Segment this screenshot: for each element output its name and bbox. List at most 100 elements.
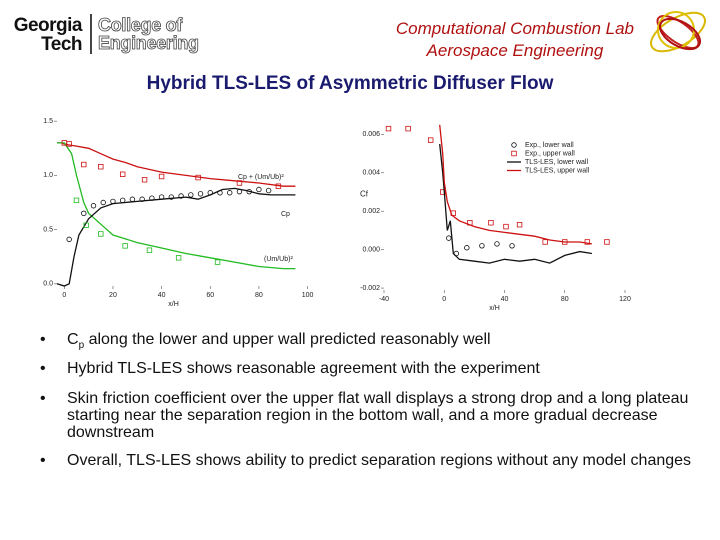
x-tick-label: 120 <box>619 296 631 303</box>
x-tick-label: 0 <box>442 296 446 303</box>
data-line <box>439 143 593 264</box>
data-point <box>90 203 97 209</box>
x-axis-label: x/H <box>168 301 179 308</box>
data-point <box>265 187 272 194</box>
college-logo: College of Engineering <box>98 15 200 53</box>
lab-name: Computational Combustion Lab <box>395 19 634 38</box>
data-line <box>56 187 296 287</box>
data-point <box>195 174 201 181</box>
logo-separator <box>90 14 92 54</box>
bullet-dot: • <box>40 331 46 348</box>
data-line <box>57 142 296 187</box>
data-point <box>516 221 523 228</box>
data-line <box>57 142 296 270</box>
x-tick-label: 80 <box>561 296 569 303</box>
data-point <box>158 194 165 200</box>
y-tick-label: 0.004 <box>362 170 380 177</box>
data-point <box>149 195 155 201</box>
x-tick-label: 0 <box>62 292 66 299</box>
data-point <box>178 193 184 199</box>
x-tick-label: -40 <box>379 296 389 303</box>
y-axis-label: Cf <box>360 190 369 199</box>
curve-label: Cp <box>281 211 290 218</box>
data-point <box>385 125 392 132</box>
x-tick-label: 100 <box>302 292 314 299</box>
college-text: Engineering <box>98 33 200 53</box>
data-point <box>207 190 213 196</box>
data-point <box>604 239 610 245</box>
data-point <box>188 192 194 198</box>
curve-label: (Um/Ub)² <box>264 256 293 263</box>
bullet-text: Overall, TLS-LES shows ability to predic… <box>67 452 707 469</box>
data-point <box>256 186 262 193</box>
x-tick-label: 20 <box>109 292 117 299</box>
charts: 0 20 40 60 80 100 0.0 0.5 1.0 1.5 x/H Cp + (Um/Ub)²… <box>43 118 631 310</box>
college-text: College of <box>98 15 183 35</box>
lab-logo <box>650 11 706 53</box>
data-point <box>110 198 116 205</box>
data-point <box>197 191 204 197</box>
data-point <box>405 125 411 132</box>
data-point <box>236 188 243 195</box>
data-point <box>83 222 89 228</box>
data-point <box>73 197 80 204</box>
y-tick-label: 1.5 <box>43 118 53 125</box>
legend-label: TLS-LES, upper wall <box>525 167 590 174</box>
data-point <box>81 161 87 168</box>
data-point <box>214 259 221 265</box>
logo-text: Tech <box>41 34 82 55</box>
legend-label: TLS-LES, lower wall <box>525 159 588 166</box>
data-point <box>542 239 548 245</box>
data-point <box>509 243 515 249</box>
data-point <box>158 173 165 180</box>
data-point <box>168 194 175 200</box>
data-point <box>129 196 136 202</box>
y-tick-label: 0.002 <box>362 208 380 215</box>
y-tick-label: 0.006 <box>362 131 380 138</box>
x-tick-label: 60 <box>206 292 214 299</box>
slide-title: Hybrid TLS-LES of Asymmetric Diffuser Fl… <box>146 73 554 94</box>
text: Hybrid TLS-LES shows reasonable agreemen… <box>67 360 540 377</box>
bullet-text: Hybrid TLS-LES shows reasonable agreemen… <box>67 360 707 377</box>
legend-swatch <box>511 150 517 157</box>
y-tick-label: -0.002 <box>360 285 380 292</box>
x-tick-label: 80 <box>255 292 263 299</box>
data-point <box>227 190 233 196</box>
data-point <box>488 220 494 226</box>
data-point <box>66 141 72 147</box>
lab-heading: Computational Combustion Lab Aerospace E… <box>396 18 634 62</box>
data-point <box>175 255 182 261</box>
data-point <box>503 223 509 230</box>
legend-label: Exp., lower wall <box>525 142 574 149</box>
curve-label: Cp + (Um/Ub)² <box>238 174 284 181</box>
data-point <box>440 189 446 195</box>
data-point <box>479 243 485 249</box>
y-tick-label: 0.5 <box>43 226 53 233</box>
text: along the lower and upper wall predicted… <box>84 331 491 348</box>
legend-label: Exp., upper wall <box>525 150 575 157</box>
bullet-dot: • <box>40 452 46 469</box>
data-point <box>494 241 500 247</box>
data-point <box>139 196 145 202</box>
data-point <box>584 239 591 245</box>
legend-swatch <box>511 142 517 148</box>
data-point <box>122 243 128 249</box>
text: Skin friction coefficient over the upper… <box>67 390 689 441</box>
data-point <box>217 190 223 196</box>
symbol: C <box>67 331 79 348</box>
x-axis-label: x/H <box>489 305 500 310</box>
subscript: p <box>78 340 85 352</box>
logo: Georgia Tech <box>2 16 83 55</box>
text: Overall, TLS-LES shows ability to predic… <box>67 452 692 469</box>
data-point <box>275 183 282 189</box>
y-tick-label: 0.000 <box>362 246 380 253</box>
data-point <box>100 199 106 206</box>
data-point <box>98 231 104 237</box>
data-line <box>439 124 593 245</box>
data-point <box>146 247 153 253</box>
data-point <box>66 236 72 243</box>
data-point <box>464 245 470 251</box>
data-point <box>246 188 252 195</box>
data-point <box>98 164 104 170</box>
y-tick-label: 1.0 <box>43 172 53 179</box>
